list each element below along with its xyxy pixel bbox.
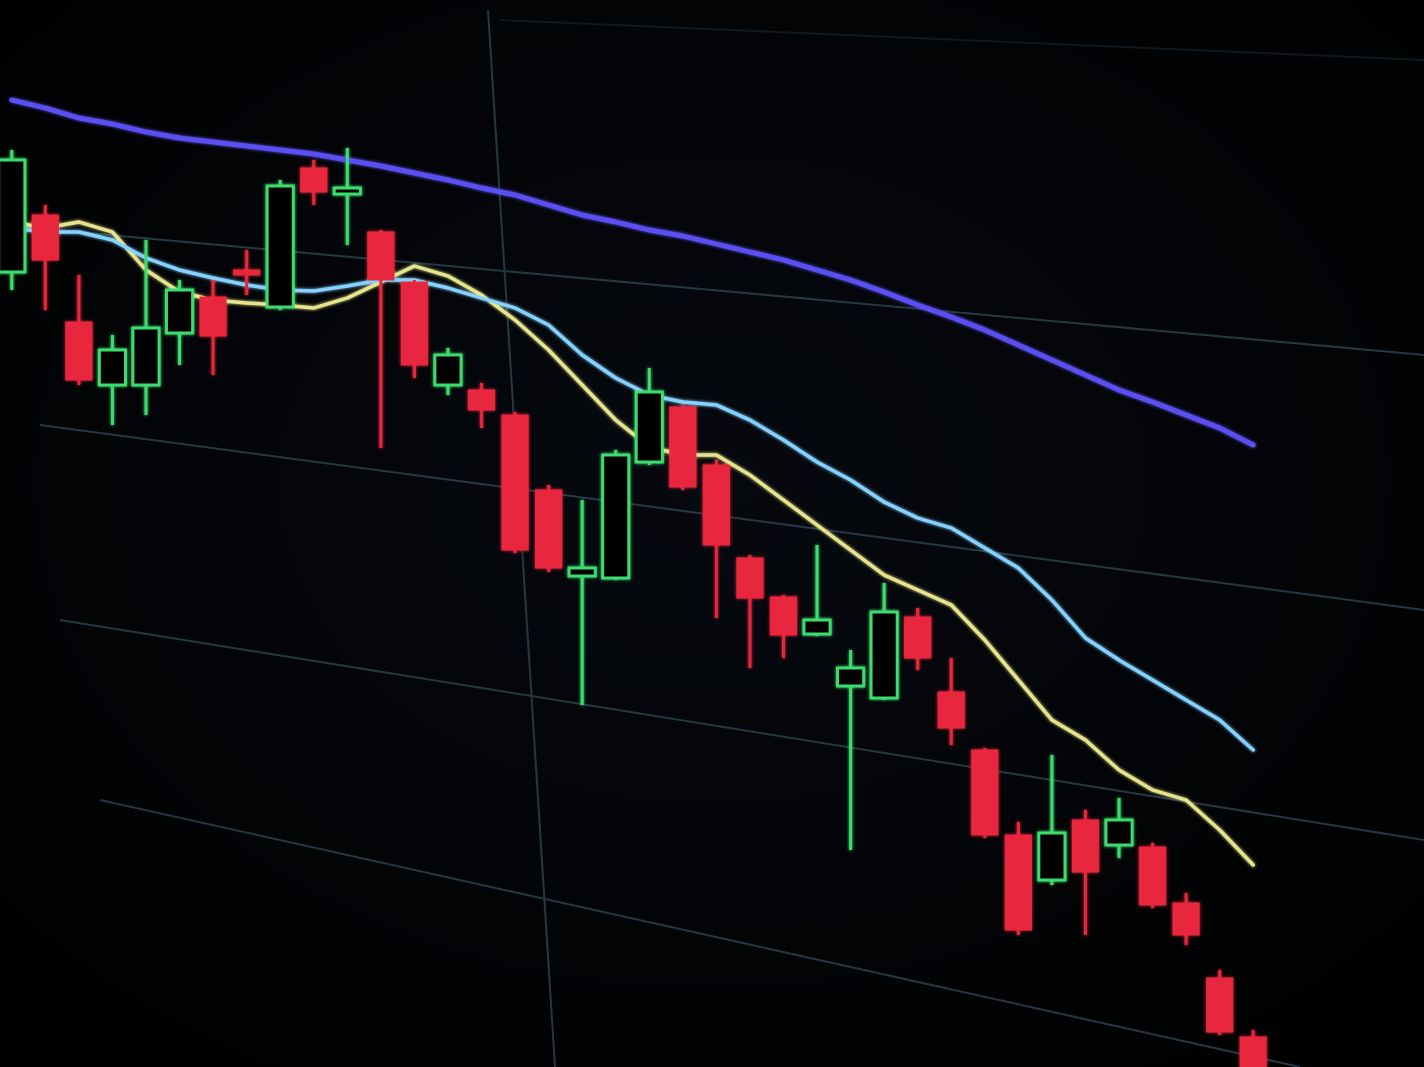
candle-body (97, 348, 128, 387)
candle-body (501, 414, 529, 551)
candle (300, 160, 328, 205)
candle-body (31, 214, 59, 261)
candle-body (433, 353, 463, 387)
candle (702, 460, 730, 618)
candle (367, 230, 395, 448)
candle (836, 650, 866, 850)
candle-body (164, 288, 195, 335)
candle (1037, 755, 1067, 885)
grid-line (59, 619, 1424, 841)
candle-body (937, 691, 965, 729)
candle (971, 748, 999, 838)
candle-body (0, 158, 27, 274)
candle-body (332, 186, 362, 196)
candle (0, 150, 27, 290)
candle (869, 583, 899, 700)
candle-body (233, 269, 261, 276)
candle-body (1239, 1036, 1267, 1067)
candle (904, 608, 932, 670)
candle (601, 450, 631, 580)
candle (1138, 843, 1167, 908)
candle (1239, 1030, 1267, 1067)
candle-body (802, 618, 832, 636)
candle (467, 383, 496, 428)
candle-body (971, 749, 999, 836)
candle-body (634, 390, 664, 464)
candle (736, 555, 764, 668)
grid-line (99, 799, 1301, 1067)
candle-body (1037, 831, 1067, 882)
candle-body (367, 231, 395, 281)
candle (669, 405, 697, 490)
candle (937, 658, 965, 745)
candle-body (1104, 818, 1134, 847)
candle-body (535, 489, 563, 569)
candle-body (199, 296, 227, 337)
candle (164, 280, 195, 365)
candle-body (836, 666, 866, 688)
candle (1004, 822, 1032, 935)
candle-body (65, 321, 93, 381)
candle-body (300, 167, 328, 193)
candle-body (702, 464, 730, 546)
candle (332, 148, 362, 245)
screen-grid (0, 9, 1424, 1067)
candle-body (131, 326, 161, 387)
candle (1172, 893, 1200, 945)
candle (199, 280, 227, 375)
candle (501, 412, 529, 553)
candle (400, 280, 428, 378)
candle (31, 205, 59, 310)
candle (233, 250, 261, 295)
candle-body (1071, 819, 1100, 873)
candle-body (467, 389, 496, 411)
candle-body (567, 566, 597, 578)
candle-body (400, 281, 428, 366)
candle (65, 275, 93, 385)
candle-body (601, 453, 631, 580)
candle-body (736, 557, 764, 599)
candle (131, 240, 161, 415)
candle-body (869, 610, 899, 700)
candle (433, 348, 463, 395)
grid-line (39, 424, 1424, 611)
candle (535, 485, 563, 572)
candle-body (1138, 846, 1167, 906)
candle-body (1206, 977, 1234, 1033)
candle (97, 335, 128, 425)
candle-body (669, 406, 697, 488)
moving-average-line (9, 97, 1256, 448)
candle (769, 595, 798, 658)
candle-body (1172, 902, 1200, 936)
candle (1071, 810, 1100, 935)
plot-area (0, 97, 1267, 1067)
candle (634, 368, 664, 465)
candle (265, 180, 295, 310)
candle-body (904, 616, 932, 659)
candle (802, 545, 832, 636)
candle (1206, 970, 1234, 1035)
candle (1104, 798, 1134, 858)
grid-line (0, 224, 1424, 356)
moving-average-line (10, 226, 1255, 752)
candle-body (769, 596, 798, 636)
candle-body (265, 184, 295, 309)
grid-line (499, 19, 1424, 61)
candle-body (1004, 834, 1032, 931)
candle (567, 500, 597, 705)
